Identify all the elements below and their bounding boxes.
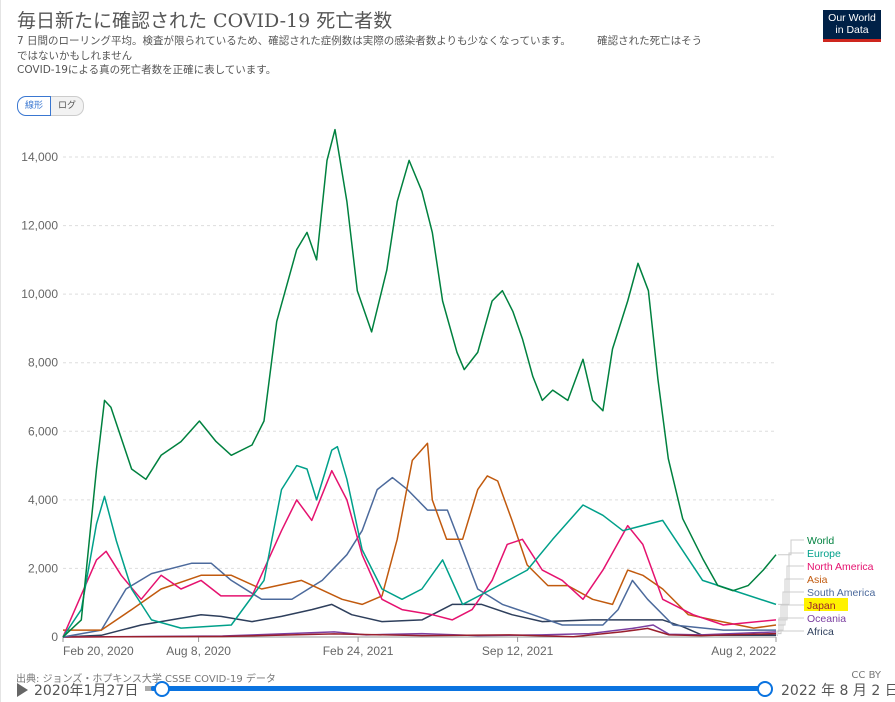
start-date: 2020年1月27日 (34, 683, 139, 699)
series-line-asia (63, 442, 777, 631)
series-line-north-america (62, 469, 777, 638)
legend-label-south-america: South America (807, 587, 875, 599)
linear-scale-button[interactable]: 線形 (17, 96, 52, 116)
y-tick-label: 12,000 (21, 219, 58, 233)
start-handle[interactable] (154, 681, 170, 697)
y-tick-label: 6,000 (28, 424, 58, 438)
subtitle-line-3: COVID-19による真の死亡者数を正確に表しています。 (17, 64, 277, 76)
legend-connector (778, 604, 804, 635)
owid-logo[interactable]: Our World in Data (823, 10, 881, 42)
series-line-japan (62, 627, 777, 638)
x-tick-label: Feb 20, 2020 (63, 644, 134, 658)
legend-label-asia: Asia (807, 574, 828, 586)
legend-label-world: World (807, 535, 834, 547)
x-tick-label: Aug 8, 2020 (166, 644, 231, 658)
x-tick-label: Feb 24, 2021 (323, 644, 394, 658)
legend-connector (778, 617, 804, 633)
play-icon[interactable] (17, 683, 28, 697)
legend-label-north-america: North America (807, 561, 874, 573)
y-tick-label: 0 (51, 630, 58, 644)
y-tick-label: 8,000 (28, 356, 58, 370)
y-tick-label: 4,000 (28, 493, 58, 507)
legend-label-europe: Europe (807, 548, 841, 560)
y-tick-label: 14,000 (21, 150, 58, 164)
license-link[interactable]: CC BY (851, 670, 881, 681)
timeline-slider[interactable] (151, 686, 764, 691)
series-line-south-america (62, 476, 776, 638)
legend-highlight (804, 598, 848, 611)
source-note[interactable]: 出典: ジョンズ・ホプキンス大学 CSSE COVID-19 データ (16, 674, 276, 685)
legend-label-oceania: Oceania (807, 613, 846, 625)
legend-label-africa: Africa (807, 626, 834, 638)
log-scale-button[interactable]: ログ (51, 96, 85, 116)
logo-line-2: in Data (835, 24, 869, 36)
legend-connector (776, 630, 804, 636)
x-tick-label: Aug 2, 2022 (711, 644, 776, 658)
series-line-europe (62, 445, 777, 638)
subtitle-line-1: 7 日間のローリング平均。検査が限られているため、確認された症例数は実際の感染者… (17, 35, 703, 47)
end-handle[interactable] (757, 681, 773, 697)
legend-connector (778, 539, 804, 556)
logo-line-1: Our World (828, 12, 876, 24)
legend-connector (778, 565, 804, 621)
legend-label-japan: Japan (807, 600, 836, 612)
x-tick-label: Sep 12, 2021 (482, 644, 554, 658)
series-line-world (62, 128, 777, 638)
chart-title: 毎日新たに確認された COVID-19 死亡者数 (17, 10, 393, 32)
y-tick-label: 2,000 (28, 561, 58, 575)
y-tick-label: 10,000 (21, 287, 58, 301)
end-date: 2022 年 8 月 2 日 (781, 683, 895, 699)
subtitle-line-2: ではないかもしれません (17, 50, 133, 62)
legend-connector (778, 591, 804, 631)
series-line-africa (62, 603, 776, 638)
